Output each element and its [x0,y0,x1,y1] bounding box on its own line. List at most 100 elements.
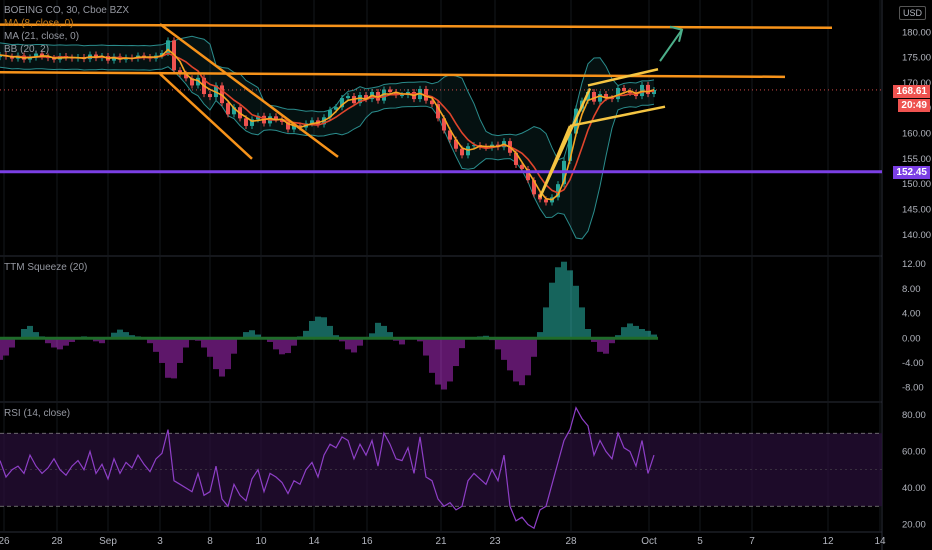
price-tick-label: 160.00 [902,129,931,140]
squeeze-histogram [0,261,658,390]
candle-body [214,85,218,98]
x-tick-label: 23 [489,536,501,547]
candle-body [274,116,278,120]
x-tick-label: 10 [255,536,267,547]
candle-body [94,54,98,59]
candle-body [622,87,626,91]
candle-body [160,53,164,56]
candle-body [166,40,170,54]
squeeze-tick-label: -4.00 [902,358,924,369]
candle-body [604,94,608,99]
candle-body [178,70,182,74]
bollinger-lower [0,66,655,240]
x-tick-label: 14 [308,536,320,547]
candle-body [436,104,440,119]
up-arrow-head [669,25,684,42]
axes: 26 28 Sep 3 8 10 14 16 21 23 28 Oct 5 7 12 14 180.00 175.… [0,27,931,547]
x-tick-label: 8 [207,536,213,547]
x-tick-label: 28 [565,536,577,547]
candle-body [652,89,656,95]
price-tick-label: 140.00 [902,230,931,241]
rsi-tick-label: 80.00 [902,410,926,421]
candle-body [616,87,620,100]
up-arrow-shaft [659,29,683,62]
candle-body [520,164,524,169]
x-tick-label: 28 [51,536,63,547]
currency-button[interactable]: USD [898,6,926,20]
candle-body [292,125,296,130]
countdown-tag: 20:49 [898,99,930,112]
candle-body [382,89,386,101]
price-tick-label: 155.00 [902,154,931,165]
candle-body [610,98,614,100]
candle-body [208,94,212,98]
candle-body [454,139,458,149]
candle-body [532,180,536,195]
candle-body [232,107,236,115]
candle-body [586,92,590,101]
candle-body [28,57,32,60]
candle-body [334,107,338,110]
candle-body [0,55,2,58]
orange-trendline [0,23,833,29]
price-tick-label: 150.00 [902,179,931,190]
x-tick-label: Sep [99,536,117,547]
candle-body [628,90,632,94]
rsi-line [0,406,655,530]
yellow-channel-line [569,105,666,128]
candle-body [34,53,38,58]
squeeze-pane-title[interactable]: TTM Squeeze (20) [4,262,88,273]
price-tick-label: 180.00 [902,27,931,38]
yellow-channel-line [538,125,572,198]
candle-body [430,100,434,105]
support-price-tag: 152.45 [893,166,930,179]
orange-trendline [159,72,253,160]
candle-body [10,56,14,59]
candle-body [40,53,44,57]
squeeze-tick-label: 12.00 [902,259,926,270]
x-tick-label: 12 [822,536,834,547]
candle-body [310,120,314,124]
x-tick-label: 14 [874,536,886,547]
squeeze-tick-label: 0.00 [902,333,921,344]
orange-trendline [159,23,339,158]
squeeze-tick-label: 4.00 [902,309,921,320]
candle-body [442,118,446,131]
rsi-pane-title[interactable]: RSI (14, close) [4,408,71,419]
x-tick-label: 16 [361,536,373,547]
orange-trendline [0,71,786,79]
last-price-tag: 168.61 [893,85,930,98]
rsi-tick-label: 60.00 [902,446,926,457]
rsi-tick-label: 20.00 [902,520,926,531]
candle-body [112,56,116,61]
candle-body [280,119,284,122]
candle-body [340,98,344,108]
candle-body [364,95,368,100]
candle-body [514,152,518,165]
candle-body [196,77,200,86]
candle-body [556,184,560,198]
candle-body [592,92,596,102]
candle-body [598,94,602,102]
candle-body [640,84,644,97]
x-tick-label: Oct [641,536,657,547]
x-tick-label: 3 [157,536,163,547]
candle-body [298,125,302,128]
candle-body [646,84,650,95]
candle-body [328,109,332,118]
candle-body [472,145,476,147]
x-tick-label: 7 [749,536,755,547]
candle-body [220,85,224,104]
candle-body [244,118,248,126]
yellow-channel-line [587,68,659,87]
candle-body [250,119,254,126]
drawn-trendlines[interactable] [0,23,882,198]
candle-body [448,130,452,140]
squeeze-tick-label: -8.00 [902,383,924,394]
candle-body [286,121,290,130]
x-tick-label: 21 [435,536,447,547]
candle-body [394,92,398,96]
candle-body [346,96,350,99]
x-tick-label: 5 [697,536,703,547]
